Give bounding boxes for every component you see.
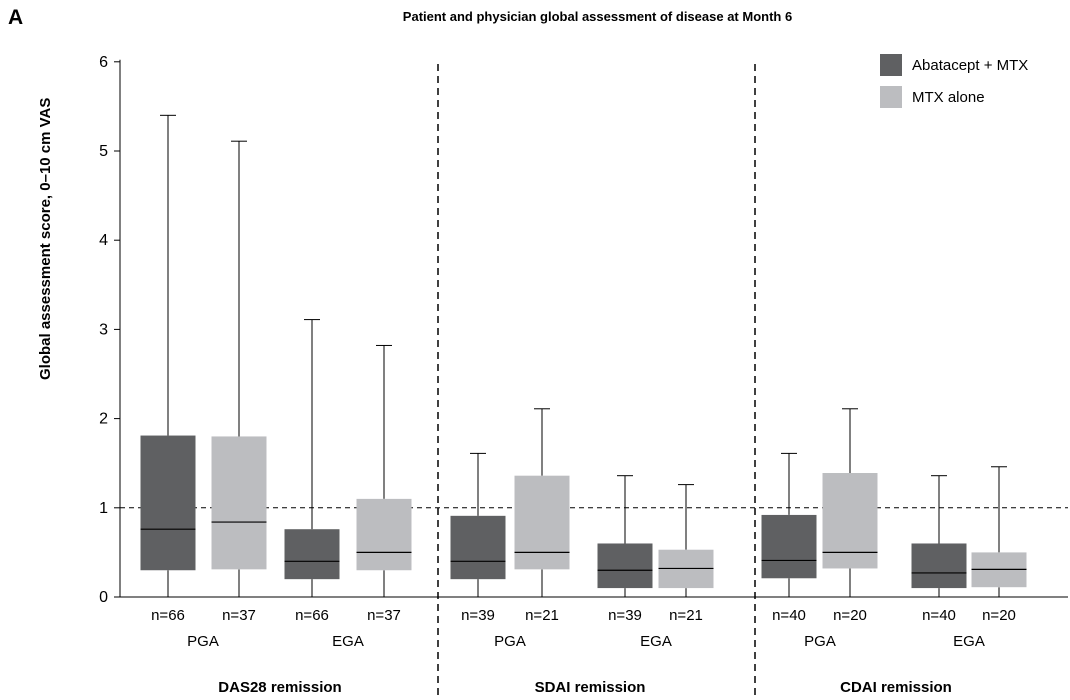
box-iqr [514,475,570,570]
box-iqr [211,436,267,570]
box-iqr [450,515,506,580]
chart-title: Patient and physician global assessment … [402,9,793,24]
legend: Abatacept + MTX MTX alone [880,54,1028,118]
subgroup-label: PGA [804,633,836,650]
n-label: n=37 [222,607,256,624]
group-label: SDAI remission [535,679,646,696]
subgroup-label: EGA [332,633,364,650]
subgroup-label: EGA [640,633,672,650]
group-label: CDAI remission [840,679,952,696]
box-iqr [284,529,340,580]
legend-swatch-abatacept [880,54,902,76]
box-iqr [911,543,967,589]
n-label: n=40 [922,607,956,624]
y-tick-label: 1 [99,500,108,517]
box-iqr [597,543,653,589]
y-tick-label: 0 [99,589,108,606]
y-tick-label: 3 [99,321,108,338]
y-tick-label: 6 [99,54,108,71]
subgroup-label: EGA [953,633,985,650]
legend-item-abatacept: Abatacept + MTX [880,54,1028,76]
subgroup-label: PGA [187,633,219,650]
y-tick-label: 2 [99,411,108,428]
n-label: n=40 [772,607,806,624]
legend-label-mtx-alone: MTX alone [912,88,985,106]
n-label: n=20 [833,607,867,624]
subgroup-label: PGA [494,633,526,650]
legend-swatch-mtx-alone [880,86,902,108]
panel-letter: A [8,6,24,29]
n-label: n=21 [525,607,559,624]
group-label: DAS28 remission [218,679,341,696]
n-label: n=20 [982,607,1016,624]
y-tick-label: 5 [99,143,108,160]
legend-item-mtx-alone: MTX alone [880,86,1028,108]
box-iqr [822,473,878,569]
n-label: n=21 [669,607,703,624]
y-tick-label: 4 [99,232,108,249]
n-label: n=39 [461,607,495,624]
box-iqr [356,498,412,571]
n-label: n=39 [608,607,642,624]
n-label: n=37 [367,607,401,624]
box-iqr [761,514,817,579]
box-iqr [140,435,196,571]
n-label: n=66 [295,607,329,624]
n-label: n=66 [151,607,185,624]
legend-label-abatacept: Abatacept + MTX [912,56,1029,74]
